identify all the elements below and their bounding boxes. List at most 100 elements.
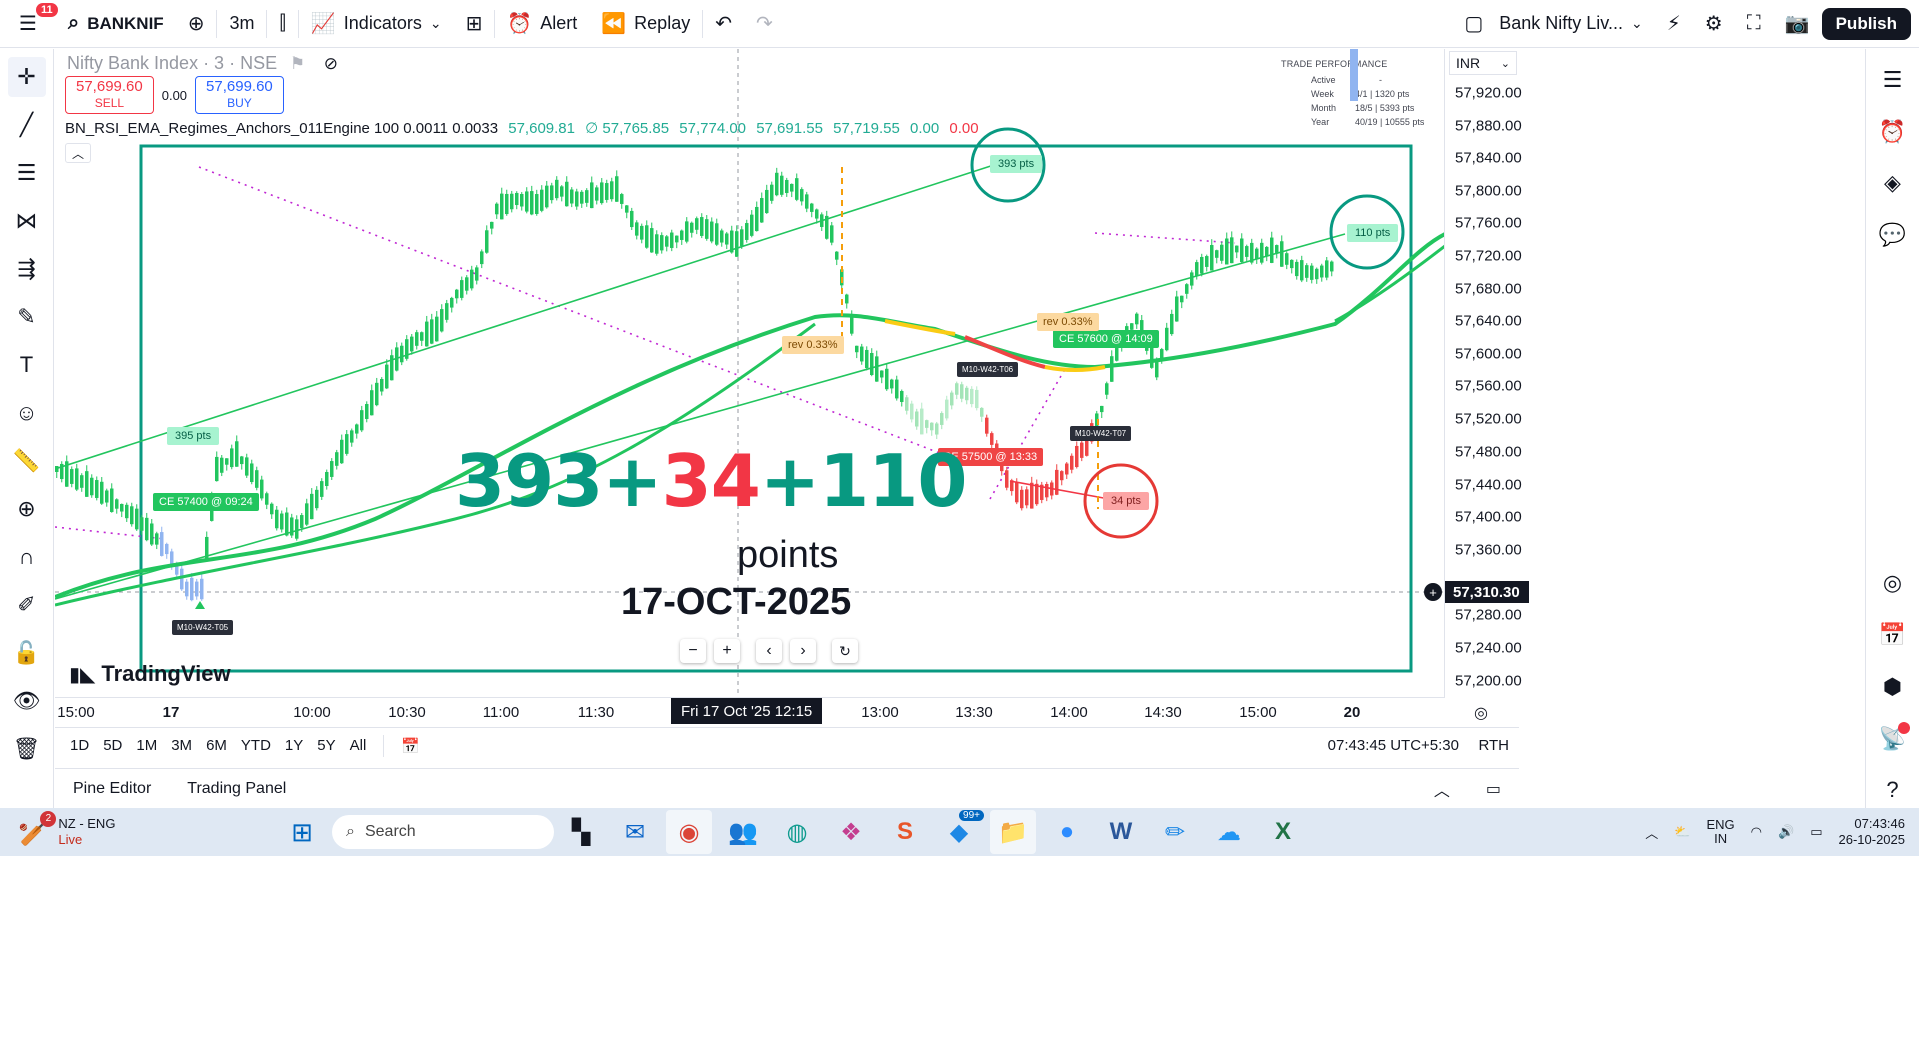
battery-icon[interactable]: ▭ [1810,824,1823,839]
calendar-button[interactable]: 📅 [1874,616,1912,654]
trash-tool[interactable]: 🗑 [8,729,46,769]
reset-chart-button[interactable]: ↻ [832,639,858,663]
symbol-search[interactable]: ⌕ BANKNIF [56,0,176,48]
menu-button[interactable]: ☰ 11 [0,0,58,48]
taskbar-app-word[interactable]: W [1098,810,1144,854]
auto-scale-button[interactable]: ◎ [1474,703,1488,723]
range-button-5y[interactable]: 5Y [317,737,336,754]
volume-icon[interactable]: 🔊 [1778,824,1795,839]
currency-select[interactable]: INR ⌄ [1449,51,1517,75]
apps-button[interactable]: ⬢ [1874,668,1912,706]
undo-button[interactable]: ↶ [703,0,744,48]
indicator-legend[interactable]: BN_RSI_EMA_Regimes_Anchors_011Engine 100… [65,119,979,137]
taskbar-app-m365[interactable]: ❖ [828,810,874,854]
range-button-1d[interactable]: 1D [70,737,90,754]
prediction-tool[interactable]: ⇶ [8,249,46,289]
publish-button[interactable]: Publish [1821,7,1911,40]
snapshot-button[interactable]: 📷 [1773,0,1822,48]
range-button-ytd[interactable]: YTD [240,737,271,754]
brush-tool[interactable]: ✎ [8,297,46,337]
time-scale[interactable]: 15:00 17 10:00 10:30 11:00 11:30 13:00 13:30 14:… [55,697,1445,725]
layout-button[interactable]: ▢ Bank Nifty Liv... ⌄ [1452,0,1654,48]
zoom-tool[interactable]: ⊕ [8,489,46,529]
taskbar-app-chrome[interactable]: ◉ [666,810,712,854]
wifi-icon[interactable]: ◠ [1750,824,1763,839]
price-chart[interactable] [55,49,1445,697]
redo-button[interactable]: ↷ [744,0,785,48]
fib-tool[interactable]: ☰ [8,153,46,193]
taskbar-app-outlook[interactable]: ✉ [612,810,658,854]
keep-drawing-tool[interactable]: ✐ [8,585,46,625]
text-tool[interactable]: T [8,345,46,385]
templates-button[interactable]: ⊞ [454,0,495,48]
fullscreen-button[interactable]: ⛶ [1735,0,1773,48]
taskbar-search[interactable]: ⌕ Search [332,815,554,849]
zoom-out-button[interactable]: − [680,639,706,663]
taskbar-app-explorer[interactable]: 📁 [990,810,1036,854]
watchlist-button[interactable]: ☰ [1874,61,1912,99]
measure-tool[interactable]: 📏 [8,441,46,481]
chevron-up-icon[interactable]: ︿ [1645,825,1659,841]
help-button[interactable]: ? [1874,771,1912,809]
hide-tool[interactable]: 👁 [8,681,46,721]
icon-tool[interactable]: ☺ [8,393,46,433]
language-switcher[interactable]: ENG IN [1707,818,1735,846]
zoom-in-button[interactable]: + [714,639,740,663]
flag-icon[interactable]: ⚑ [289,54,306,73]
add-price-alert-button[interactable]: + [1424,583,1442,601]
indicators-button[interactable]: 📈 Indicators ⌄ [299,0,454,48]
tradingview-watermark[interactable]: ▮◣ TradingView [69,661,231,687]
objects-button[interactable]: ◈ [1874,164,1912,202]
buy-button[interactable]: 57,699.60 BUY [195,76,284,114]
taskbar-app-zoom[interactable]: ● [1044,810,1090,854]
stream-button[interactable]: 📡 [1874,720,1912,758]
collapse-legend-button[interactable]: ︿ [65,143,91,163]
taskbar-app-taskview[interactable]: ▚ [558,810,604,854]
range-button-3m[interactable]: 3M [171,737,193,754]
start-button[interactable]: ⊞ [284,814,320,850]
alert-button[interactable]: ⏰ Alert [495,0,589,48]
taskbar-app-store[interactable]: ◆ 99+ [936,810,984,854]
eye-hidden-icon[interactable]: ⊘ [323,54,339,73]
taskbar-clock[interactable]: 07:43:46 26-10-2025 [1839,816,1906,848]
clock-text[interactable]: 07:43:45 UTC+5:30 [1327,737,1459,754]
alerts-button[interactable]: ⏰ [1874,113,1912,151]
scroll-right-button[interactable]: › [790,639,816,663]
taskbar-app-excel[interactable]: X [1260,810,1306,854]
magnet-tool[interactable]: ∩ [8,537,46,577]
range-button-5d[interactable]: 5D [103,737,123,754]
pulse-button[interactable]: ◎ [1874,565,1912,603]
goto-date-button[interactable]: 📅 [394,737,427,755]
price-scale[interactable]: INR ⌄ 57,920.00 57,880.00 57,840.00 57,800.… [1444,49,1529,697]
chat-button[interactable]: 💬 [1874,216,1912,254]
trendline-tool[interactable]: ╱ [8,105,46,145]
session-toggle[interactable]: RTH [1478,737,1509,754]
range-button-1m[interactable]: 1M [136,737,158,754]
taskbar-app-edge[interactable]: ◍ [774,810,820,854]
replay-button[interactable]: ⏪ Replay [589,0,702,48]
settings-button[interactable]: ⚙ [1693,0,1735,48]
compare-button[interactable]: ⊕ [176,0,217,48]
taskbar-app-cloud[interactable]: ☁ [1206,810,1252,854]
interval-button[interactable]: 3m [217,0,266,48]
scroll-left-button[interactable]: ‹ [756,639,782,663]
network-cloud-icon[interactable]: ⛅ [1674,824,1691,839]
tab-pine-editor[interactable]: Pine Editor [73,779,152,797]
range-button-1y[interactable]: 1Y [284,737,304,754]
chart-type-button[interactable]: ⫿ [267,0,297,48]
symbol-title[interactable]: Nifty Bank Index · 3 · NSE [67,53,278,73]
lock-tool[interactable]: 🔓 [8,633,46,673]
taskbar-app-s[interactable]: S [882,810,928,854]
taskbar-app-pen[interactable]: ✏ [1152,810,1198,854]
maximize-panel-button[interactable]: ▭ [1468,779,1519,799]
quick-search-button[interactable]: ⚡ [1655,0,1693,48]
crosshair-tool[interactable]: ✛ [7,57,46,97]
range-button-6m[interactable]: 6M [206,737,227,754]
widgets-button[interactable]: 🏏 2 NZ - ENG Live [0,810,280,848]
sell-button[interactable]: 57,699.60 SELL [65,76,154,114]
tab-trading-panel[interactable]: Trading Panel [187,779,287,797]
taskbar-app-teams[interactable]: 👥 [720,810,766,854]
expand-panel-button[interactable]: ︿ [1416,777,1468,801]
range-button-all[interactable]: All [349,737,367,754]
pattern-tool[interactable]: ⋈ [8,201,46,241]
